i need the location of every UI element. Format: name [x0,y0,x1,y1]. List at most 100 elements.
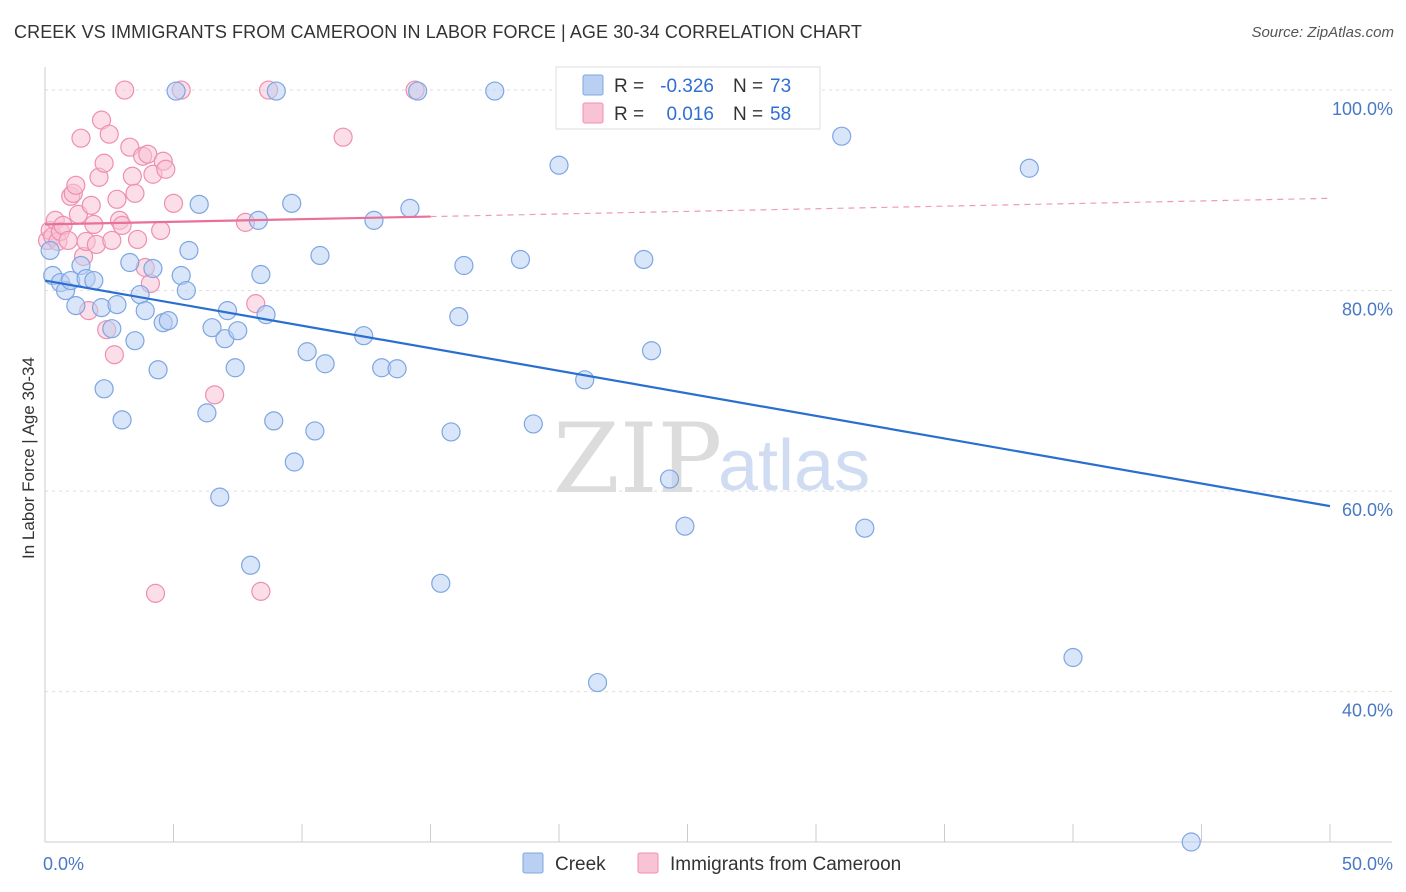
x-tick-label-min: 0.0% [43,854,84,874]
cameroon-point [115,80,135,100]
creek-point [202,318,222,338]
creek-point [634,249,654,270]
creek-point [364,210,384,230]
creek-point [176,280,196,301]
creek-point [94,379,114,399]
legend-r-value-cameroon: 0.016 [666,104,714,125]
series-legend: Creek Immigrants from Cameroon [522,852,901,875]
axes [44,67,1392,843]
cameroon-point [99,124,119,144]
cameroon-point [104,345,124,365]
creek-point [241,555,261,575]
creek-point [441,422,461,442]
legend-r-value-creek: -0.326 [660,76,714,97]
creek-point [228,321,248,341]
creek-point [641,341,662,361]
creek-point [387,359,407,379]
cameroon-point [163,193,184,213]
cameroon-point [205,385,225,405]
y-axis-label: In Labor Force | Age 30-34 [19,357,38,559]
creek-point [158,311,178,331]
creek-point [210,487,230,507]
creek-point [135,301,155,321]
creek-point [107,295,127,315]
creek-point [855,518,875,538]
creek-point [587,672,608,693]
cameroon-trend-line [44,215,431,226]
creek-point [431,573,451,593]
creek-point [84,270,104,291]
cameroon-point [156,159,176,179]
creek-point [225,358,245,378]
legend-r-label-creek: R = [614,76,644,97]
creek-point [659,469,680,489]
cameroon-point [125,183,145,203]
series-legend-swatch-cameroon [637,852,659,874]
creek-point [102,319,122,339]
creek-point [449,307,469,327]
cameroon-point [71,128,91,148]
legend-n-value-creek: 73 [770,76,791,97]
chart-title: CREEK VS IMMIGRANTS FROM CAMEROON IN LAB… [14,22,862,42]
creek-point [408,81,428,101]
legend-swatch-creek [582,74,604,96]
creek-point [310,245,330,266]
creek-point [284,452,304,472]
legend-n-label-creek: N = [733,76,763,97]
y-tick-label: 100.0% [1332,99,1393,119]
creek-point [125,331,145,351]
legend-n-label-cameroon: N = [733,104,763,125]
creek-point [282,193,302,213]
cameroon-trend-line-extension [430,197,1331,218]
series-legend-label-cameroon: Immigrants from Cameroon [670,854,901,875]
x-tick-label-max: 50.0% [1342,854,1393,874]
cameroon-point [66,175,86,195]
cameroon-point [145,583,166,603]
creek-point [675,516,695,536]
cameroon-point [122,166,142,186]
cameroon-point [58,230,78,251]
creek-point [1019,158,1039,178]
y-tick-label: 60.0% [1342,500,1393,520]
cameroon-point [127,229,148,250]
legend-r-label-cameroon: R = [614,104,644,125]
creek-point [297,342,317,362]
creek-point [40,240,60,261]
creek-point [143,258,163,279]
creek-point [510,249,531,270]
creek-point [251,264,271,285]
x-axis-ticks: 0.0% 50.0% [43,854,1393,874]
creek-point [832,126,852,146]
creek-point [305,421,325,441]
watermark-zip: ZIP [553,403,722,515]
y-tick-label: 80.0% [1342,300,1393,320]
y-tick-label: 40.0% [1342,701,1393,721]
creek-point [523,414,543,434]
creek-point [91,298,112,318]
cameroon-point [251,581,271,601]
cameroon-point [102,230,122,251]
series-legend-swatch-creek [522,852,544,874]
creek-point [1181,832,1201,852]
trend-lines [44,197,1331,508]
creek-point [179,240,199,261]
watermark-atlas: atlas [718,426,870,506]
creek-point [549,155,569,175]
cameroon-point [151,220,171,241]
creek-point [130,284,150,305]
chart-source: Source: ZipAtlas.com [1251,24,1394,41]
creek-point [400,198,420,218]
gridlines [45,89,1392,693]
creek-point [112,410,132,430]
creek-trend-line [44,279,1331,508]
legend: R = -0.326 N = 73 R = 0.016 N = 58 [555,66,821,130]
creek-point [1063,647,1083,668]
y-axis-ticks: 40.0% 60.0% 80.0% 100.0% [1332,99,1393,721]
creek-point [148,360,168,380]
creek-point [454,255,474,276]
creek-point [197,403,217,423]
cameroon-point [81,195,101,215]
series-creek-points [40,81,1201,852]
cameroon-point [107,189,127,209]
